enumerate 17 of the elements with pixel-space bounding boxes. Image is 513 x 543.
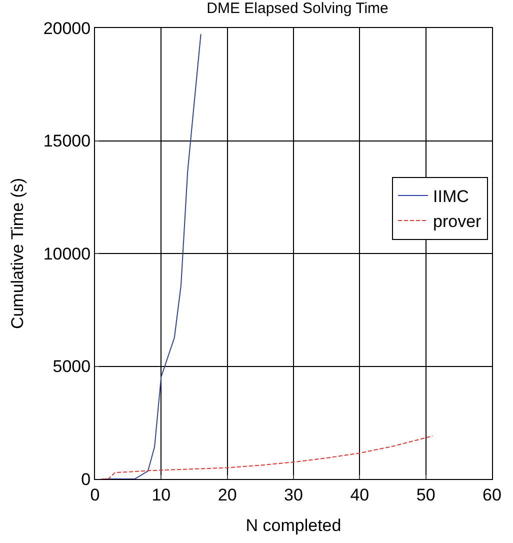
x-tick-label: 40 — [350, 485, 370, 504]
y-tick-label: 5000 — [52, 357, 91, 376]
x-tick-label: 10 — [152, 485, 171, 504]
legend-label: prover — [433, 212, 482, 232]
x-tick-label: 20 — [218, 485, 237, 504]
y-tick-label: 10000 — [43, 244, 91, 264]
x-tick-label: 50 — [416, 485, 436, 504]
y-tick-label: 0 — [81, 470, 91, 489]
y-tick-label: 20000 — [43, 18, 91, 38]
line-series — [101, 435, 433, 479]
y-axis-title: Cumulative Time (s) — [8, 178, 27, 330]
x-axis-title: N completed — [246, 516, 342, 535]
y-tick-label: 15000 — [43, 132, 91, 151]
x-tick-label: 60 — [482, 485, 502, 504]
chart-title: DME Elapsed Solving Time — [206, 0, 388, 18]
x-tick-label: 30 — [284, 485, 303, 504]
legend-label: IIMC — [433, 187, 469, 206]
